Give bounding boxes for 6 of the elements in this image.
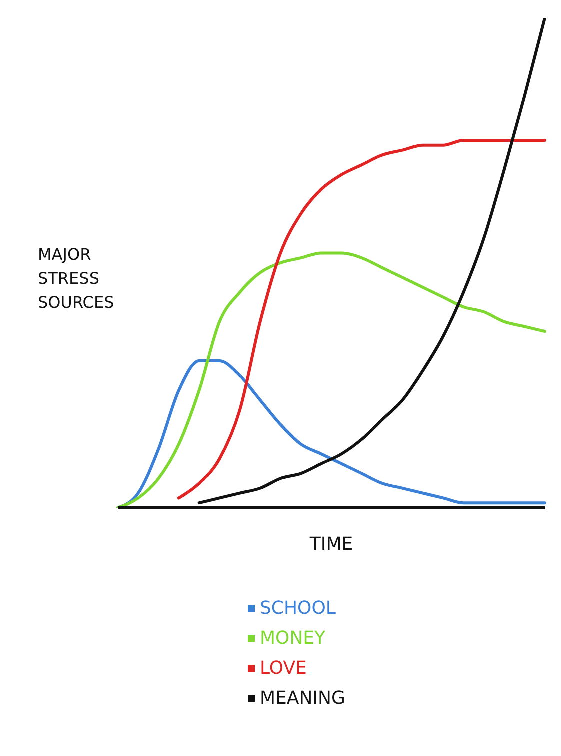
legend-label: MEANING	[260, 688, 346, 708]
y-axis-title: MAJOR STRESS SOURCES	[38, 244, 116, 314]
legend-label: SCHOOL	[260, 598, 336, 618]
x-axis-title: TIME	[308, 534, 354, 555]
legend-label: MONEY	[260, 628, 326, 648]
legend-label: LOVE	[260, 658, 307, 678]
